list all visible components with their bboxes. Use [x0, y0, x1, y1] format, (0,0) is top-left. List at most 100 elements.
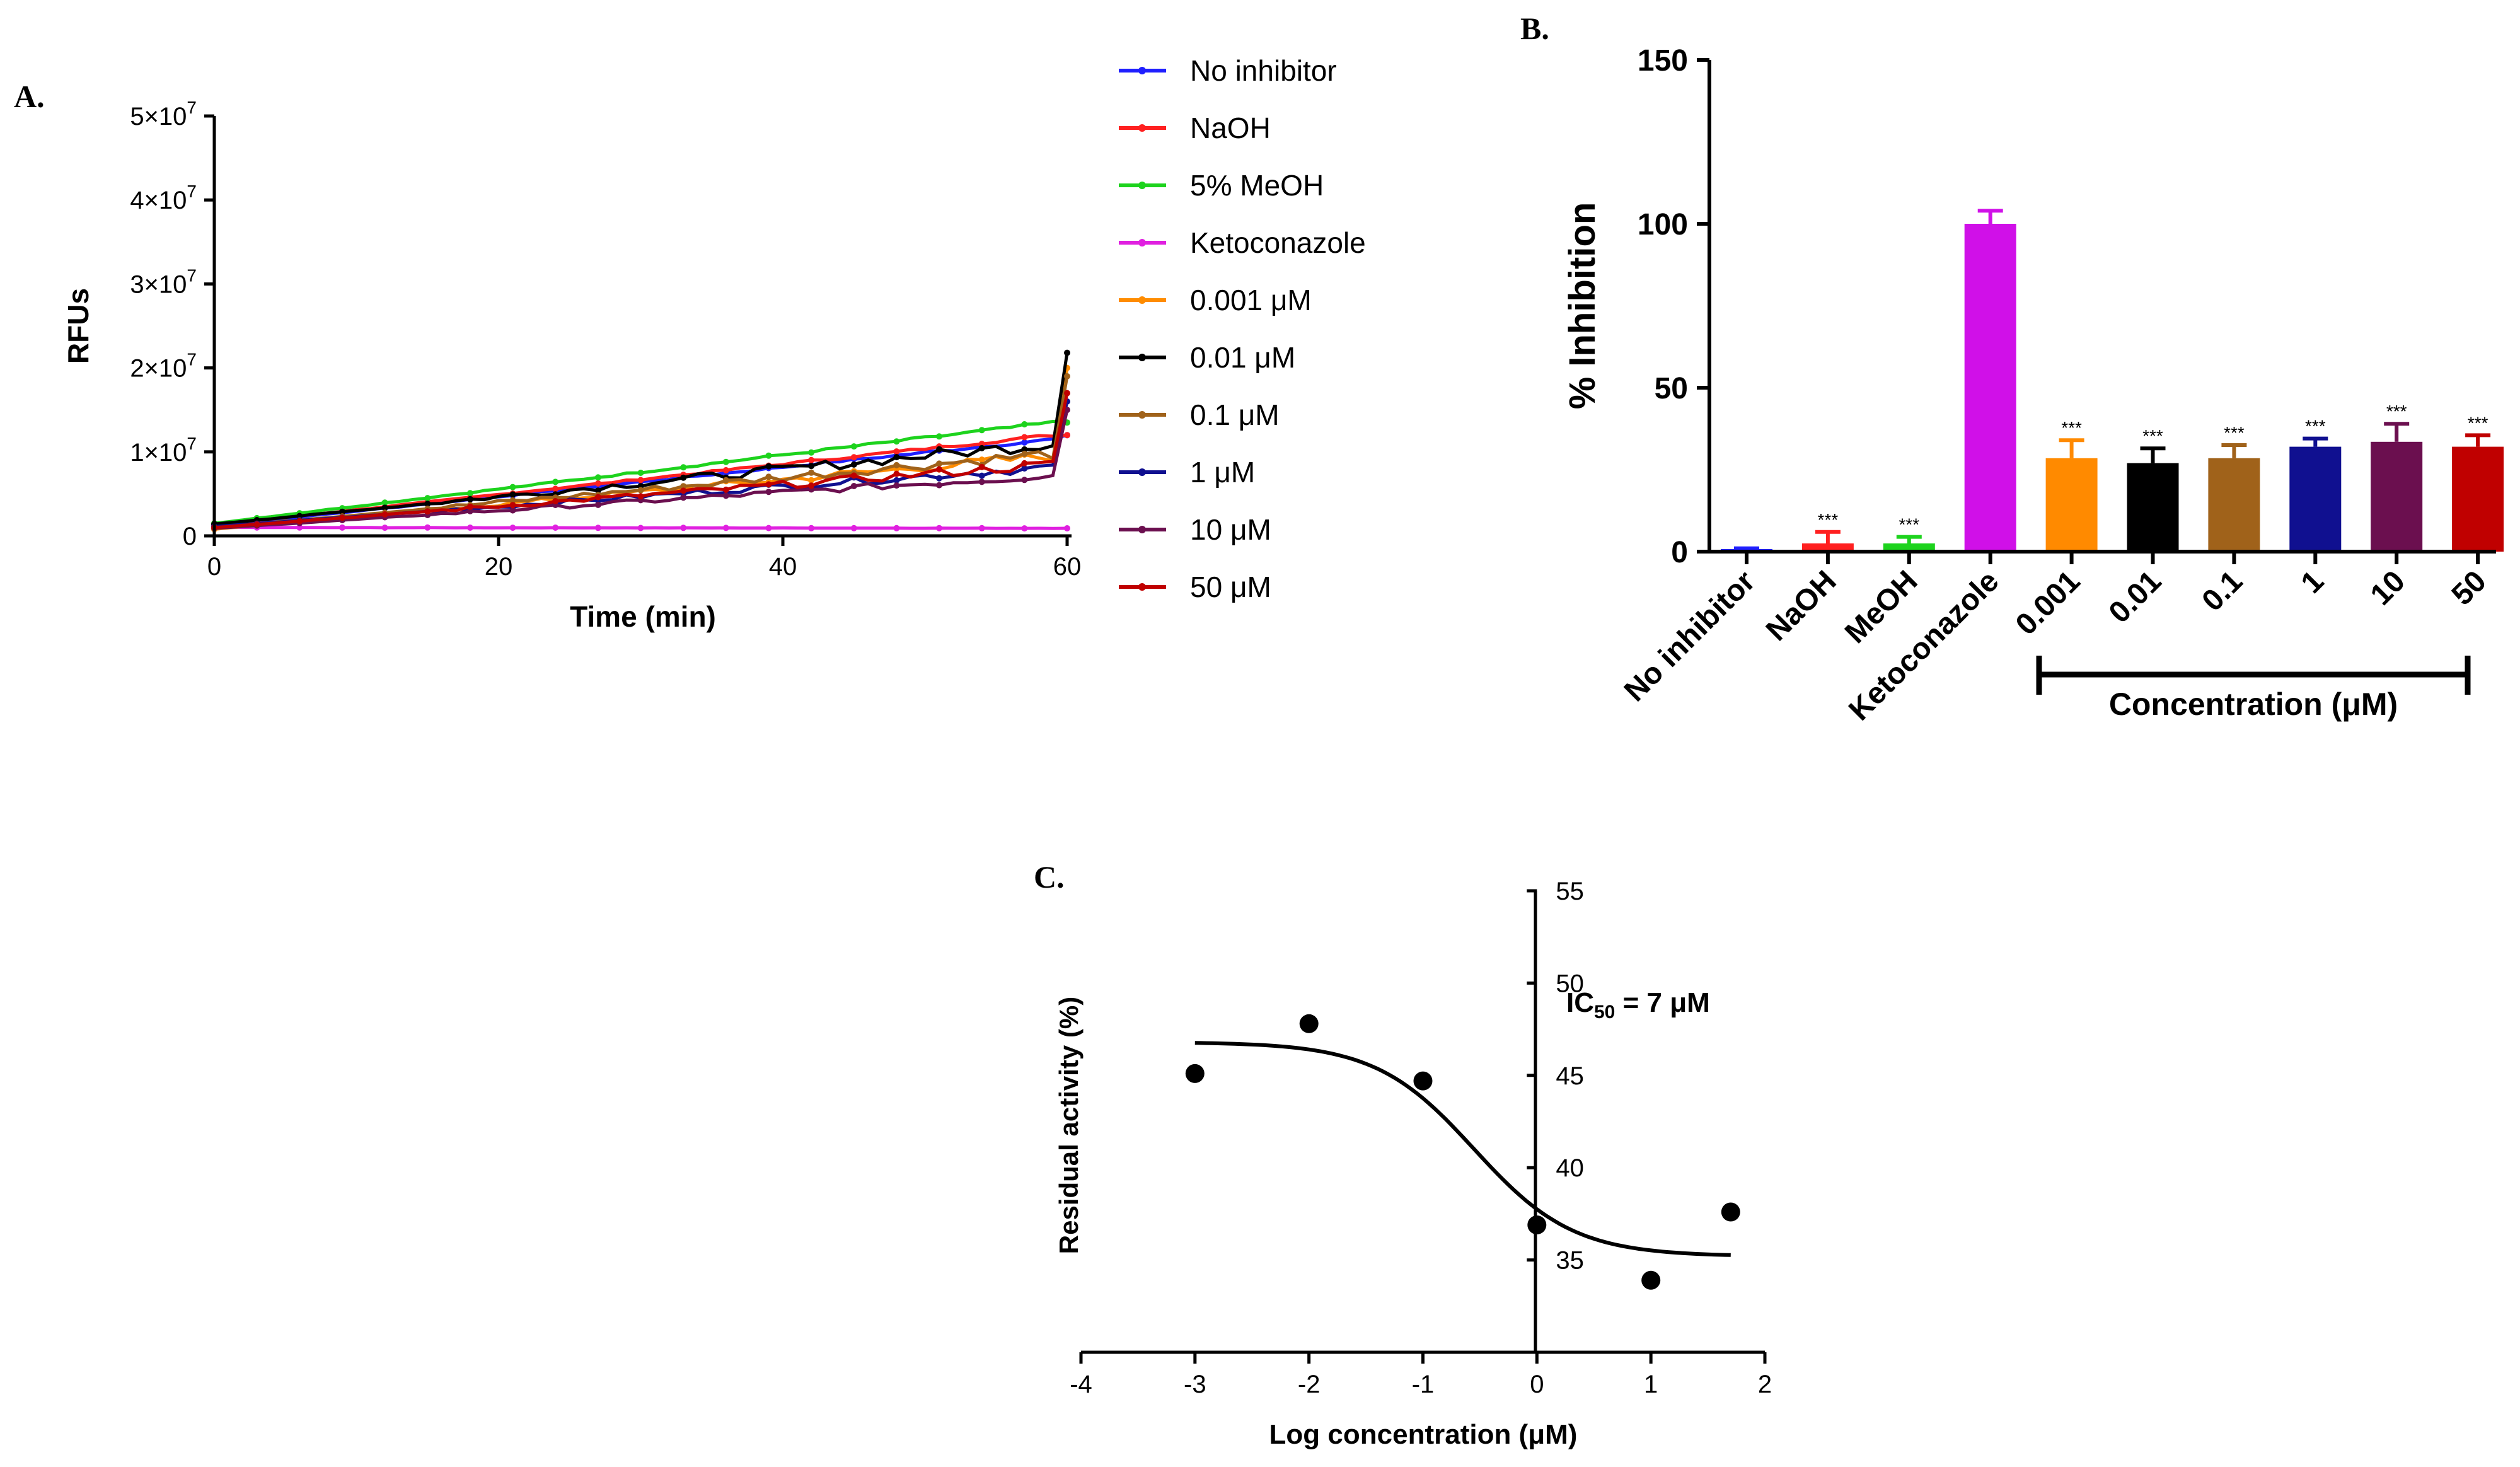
panel-a: A. 0 1×107 2×107 3×107 4×107 5×107 0 20 40 60 Ti… — [14, 54, 1366, 633]
panel-b-category-label: 50 — [2446, 564, 2493, 612]
panel-a-data-point — [381, 504, 388, 511]
panel-a-legend-label: 5% MeOH — [1190, 169, 1324, 202]
panel-c-y-tick-label: 55 — [1556, 878, 1584, 905]
panel-a-data-point — [850, 443, 857, 450]
panel-a-data-point — [552, 478, 559, 485]
panel-c-x-tick-label: -1 — [1412, 1371, 1435, 1398]
panel-b-significance: *** — [2386, 402, 2407, 421]
panel-c-y-tick-label: 35 — [1556, 1247, 1584, 1275]
panel-b-bar — [1801, 543, 1854, 552]
panel-a-data-point — [509, 491, 516, 498]
panel-a-data-point — [1021, 434, 1028, 441]
panel-a-data-point — [424, 501, 431, 507]
legend-marker — [1138, 411, 1146, 419]
panel-a-data-point — [296, 518, 303, 525]
panel-c-data-point — [1413, 1071, 1433, 1091]
panel-a-legend-item: 0.1 μM — [1119, 398, 1280, 431]
panel-a-data-point — [978, 456, 985, 463]
panel-a-data-point — [1064, 349, 1070, 356]
panel-a-legend-label: Ketoconazole — [1190, 226, 1366, 259]
panel-a-data-point — [637, 493, 644, 500]
panel-a-data-point — [594, 480, 601, 487]
panel-b-category-label: NaOH — [1760, 564, 1843, 647]
panel-c-x-tick-label: 1 — [1644, 1371, 1658, 1398]
panel-b-label: B. — [1520, 11, 1549, 46]
panel-a-data-point — [637, 477, 644, 484]
panel-a-data-point — [765, 473, 772, 480]
panel-a-legend-label: No inhibitor — [1190, 54, 1337, 87]
panel-a-y-tick-label: 5×107 — [130, 98, 197, 130]
panel-a-legend-item: 0.01 μM — [1119, 341, 1295, 374]
panel-a-data-point — [722, 467, 729, 473]
panel-a-data-point — [381, 499, 388, 506]
panel-a-data-point — [424, 524, 431, 531]
panel-c-x-ticks: -4 -3 -2 -1 0 1 2 — [1070, 1352, 1772, 1398]
panel-a-x-tick-label: 0 — [207, 553, 221, 581]
panel-b-significance: *** — [1818, 510, 1839, 530]
panel-b-category-label: 0.01 — [2103, 564, 2168, 630]
panel-a-data-point — [808, 482, 815, 489]
legend-marker — [1138, 67, 1146, 74]
panel-b-y-tick-label: 0 — [1671, 536, 1688, 569]
panel-a-data-point — [296, 524, 303, 531]
panel-a-data-point — [850, 461, 857, 468]
panel-a-data-point — [978, 463, 985, 470]
panel-a-data-point — [1064, 432, 1070, 439]
panel-c-points — [1185, 1014, 1740, 1290]
panel-a-data-point — [893, 438, 900, 445]
panel-a-data-point — [1064, 373, 1070, 380]
panel-a-legend-label: NaOH — [1190, 112, 1271, 144]
panel-a-data-point — [893, 482, 900, 489]
panel-a-x-ticks: 0 20 40 60 — [207, 536, 1081, 581]
panel-a-y-tick-label: 3×107 — [130, 265, 197, 298]
panel-c-x-tick-label: 0 — [1530, 1371, 1544, 1398]
panel-a-legend-item: 5% MeOH — [1119, 169, 1324, 202]
panel-a-data-point — [936, 525, 942, 531]
legend-marker — [1138, 239, 1146, 246]
panel-b-significance: *** — [2305, 417, 2326, 436]
panel-a-legend-item: 50 μM — [1119, 571, 1271, 603]
panel-c-x-tick-label: 2 — [1758, 1371, 1772, 1398]
panel-a-data-point — [594, 494, 601, 501]
panel-a-legend-label: 0.01 μM — [1190, 341, 1295, 374]
panel-a-y-tick-label: 1×107 — [130, 434, 197, 467]
panel-b-bar — [2371, 441, 2423, 552]
panel-a-data-point — [808, 456, 815, 463]
panel-a-data-point — [509, 502, 516, 509]
panel-a-data-point — [893, 461, 900, 468]
panel-a-y-tick-label: 0 — [183, 523, 197, 550]
panel-a-data-point — [1021, 446, 1028, 453]
panel-a-data-point — [466, 496, 473, 502]
panel-b-category-label: Ketoconazole — [1842, 564, 2005, 727]
panel-a-data-point — [765, 463, 772, 470]
panel-a-data-point — [552, 525, 559, 531]
panel-a-data-point — [978, 472, 985, 479]
panel-a-legend-item: 10 μM — [1119, 513, 1271, 546]
panel-c-x-tick-label: -2 — [1298, 1371, 1321, 1398]
panel-a-data-point — [850, 483, 857, 489]
panel-a-data-point — [808, 449, 815, 456]
panel-c-data-point — [1185, 1064, 1205, 1083]
panel-a-data-point — [339, 508, 345, 515]
panel-a-data-point — [466, 490, 473, 497]
panel-a-data-point — [722, 486, 729, 493]
legend-marker — [1138, 354, 1146, 361]
panel-a-data-point — [936, 466, 942, 473]
panel-b-bar — [1964, 224, 2016, 552]
panel-a-data-point — [339, 514, 345, 521]
legend-marker — [1138, 182, 1146, 189]
panel-a-data-point — [978, 478, 985, 485]
panel-a-data-point — [680, 474, 687, 481]
panel-a-data-point — [1021, 525, 1028, 532]
panel-c-data-point — [1721, 1202, 1740, 1222]
panel-a-y-tick-label: 2×107 — [130, 350, 197, 383]
panel-a-data-point — [466, 507, 473, 514]
panel-a-data-point — [893, 477, 900, 484]
panel-a-data-point — [466, 503, 473, 510]
legend-marker — [1138, 583, 1146, 591]
panel-b-significance: *** — [2061, 418, 2082, 438]
legend-marker — [1138, 526, 1146, 533]
panel-b-significance: *** — [2468, 413, 2488, 432]
